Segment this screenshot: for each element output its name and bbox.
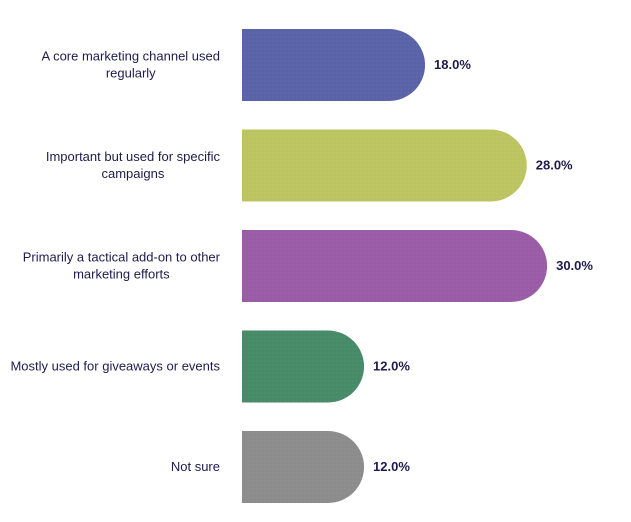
category-label: A core marketing channel used regularly [42,49,221,81]
data-label: 12.0% [373,359,410,374]
category-label-line: A core marketing channel used [42,49,221,64]
labels-layer: 18.0% A core marketing channel used regula… [10,49,593,475]
category-label-line: Not sure [171,459,220,474]
bar-texture [242,431,365,503]
category-label-line: Primarily a tactical add-on to other [23,250,221,265]
bar-texture [242,129,527,202]
category-label: Mostly used for giveaways or events [10,359,220,374]
bars-layer [242,29,548,503]
category-label-line: Important but used for specific [46,149,221,164]
data-label: 18.0% [434,57,471,72]
category-label: Primarily a tactical add-on to other mark… [23,250,221,282]
bar-texture [242,330,365,403]
data-label: 12.0% [373,459,410,474]
bar-texture [242,29,426,101]
category-label-line: campaigns [101,166,164,181]
category-label: Important but used for specific campaigns [46,149,221,181]
data-label: 30.0% [556,258,593,273]
category-label: Not sure [171,459,220,474]
category-label-line: marketing efforts [73,267,170,282]
category-label-line: Mostly used for giveaways or events [10,359,220,374]
category-label-line: regularly [106,66,156,81]
data-label: 28.0% [536,158,573,173]
bar-texture [242,230,548,302]
